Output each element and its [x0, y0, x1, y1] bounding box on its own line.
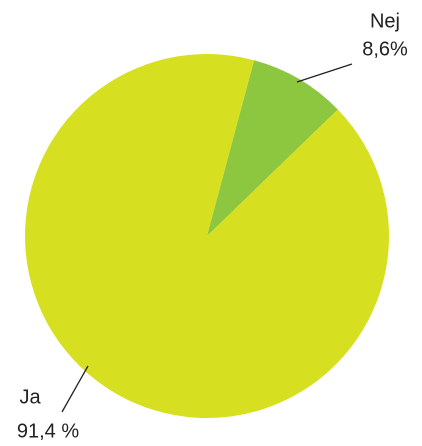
pie-slice	[24, 53, 389, 418]
leader-line	[296, 63, 353, 83]
slice-value: 91,4 %	[17, 420, 79, 442]
slice-label: Ja	[19, 386, 41, 408]
pie-slice	[207, 60, 338, 236]
slice-value: 8,6%	[362, 38, 408, 60]
slice-label: Nej	[370, 10, 400, 32]
leader-line	[61, 365, 89, 413]
